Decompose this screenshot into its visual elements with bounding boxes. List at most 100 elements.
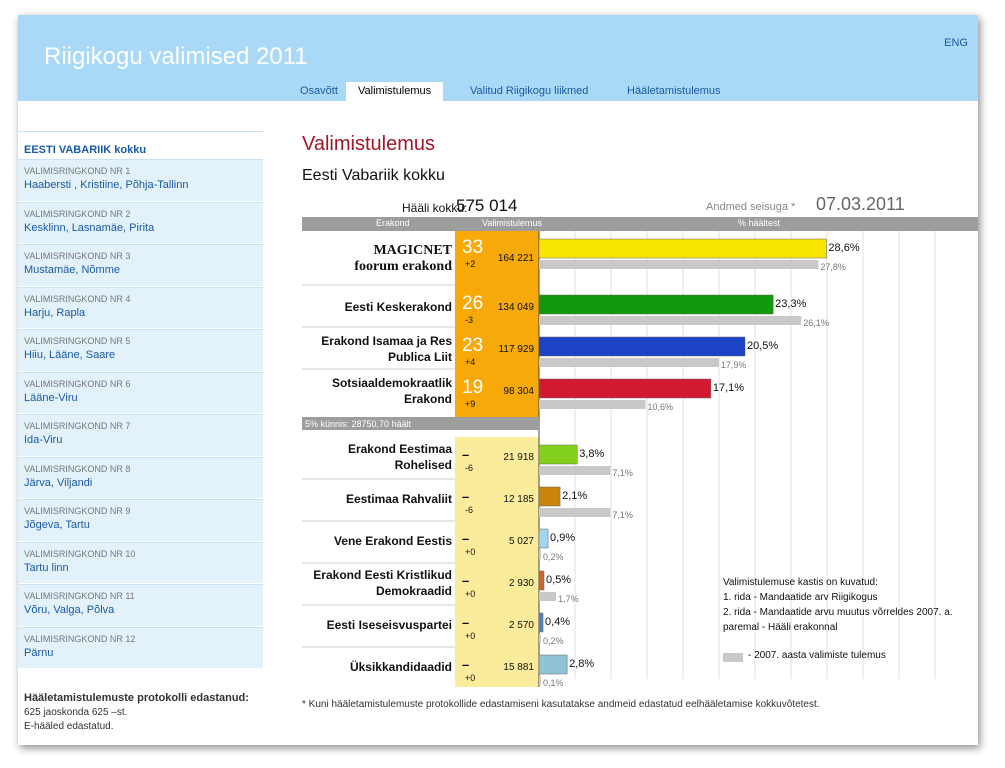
page-title: Valimistulemus xyxy=(302,133,435,155)
bar-value-2007: 0,1% xyxy=(543,678,564,688)
party-seat-change: +0 xyxy=(465,673,475,683)
bar-2007 xyxy=(539,358,719,367)
legend-line-1: Valimistulemuse kastis on kuvatud: xyxy=(723,577,878,588)
sidebar-item-district-4[interactable]: VALIMISRINGKOND NR 4 Harju, Rapla xyxy=(18,286,263,328)
bar-2007 xyxy=(539,634,542,643)
party-votes: 15 881 xyxy=(503,662,534,673)
column-header-pct: % häältest xyxy=(738,218,781,228)
bar-value-2011: 0,9% xyxy=(550,532,575,544)
party-name-line: MAGICNET xyxy=(373,243,452,258)
bar-2007 xyxy=(539,316,802,325)
sidebar-item-district-11[interactable]: VALIMISRINGKOND NR 11 Võru, Valga, Põlva xyxy=(18,584,263,626)
sidebar-item-total[interactable]: EESTI VABARIIK kokku xyxy=(18,131,263,158)
footnote: * Kuni hääletamistulemuste protokollide … xyxy=(302,699,820,710)
sidebar-item-label: Pärnu xyxy=(24,646,54,659)
sidebar-item-label: Kesklinn, Lasnamäe, Pirita xyxy=(24,221,155,234)
bar-value-2007: 27,8% xyxy=(820,262,846,272)
party-seats: – xyxy=(462,573,469,588)
bar-value-2011: 2,1% xyxy=(562,490,587,502)
party-seats: 23 xyxy=(462,335,483,356)
bar-2007 xyxy=(539,676,541,685)
party-votes: 2 930 xyxy=(509,578,534,589)
sidebar-item-label: Hiiu, Lääne, Saare xyxy=(24,349,116,361)
sidebar-item-number: VALIMISRINGKOND NR 8 xyxy=(24,463,131,474)
protocol-status-evotes: E-hääled edastatud. xyxy=(24,721,114,732)
party-seat-change: -6 xyxy=(465,463,473,473)
site-title: Riigikogu valimised 2011 xyxy=(44,43,308,70)
bar-2011 xyxy=(538,336,746,357)
sidebar-item-label: Jõgeva, Tartu xyxy=(24,519,90,531)
sidebar-item-district-12[interactable]: VALIMISRINGKOND NR 12 Pärnu xyxy=(18,626,263,668)
sidebar-item-number: VALIMISRINGKOND NR 4 xyxy=(24,293,131,304)
party-votes: 98 304 xyxy=(503,386,534,397)
result-column-other xyxy=(455,437,539,687)
bar-2011 xyxy=(538,570,545,591)
result-column-elected xyxy=(455,231,539,417)
sidebar-item-label: Harju, Rapla xyxy=(24,306,86,319)
sidebar-item-number: VALIMISRINGKOND NR 3 xyxy=(24,251,131,261)
sidebar-item-district-3[interactable]: VALIMISRINGKOND NR 3 Mustamäe, Nõmme xyxy=(18,244,263,286)
sidebar-item-district-7[interactable]: VALIMISRINGKOND NR 7 Ida-Viru xyxy=(18,414,263,456)
sidebar-item-district-5[interactable]: VALIMISRINGKOND NR 5 Hiiu, Lääne, Saare xyxy=(18,329,263,371)
sidebar-item-district-1[interactable]: VALIMISRINGKOND NR 1 Haabersti , Kristiin… xyxy=(18,159,263,201)
sidebar-item-district-2[interactable]: VALIMISRINGKOND NR 2 Kesklinn, Lasnamäe, … xyxy=(18,201,263,243)
tab-osavott[interactable]: Osavõtt xyxy=(300,85,338,97)
sidebar-item-district-9[interactable]: VALIMISRINGKOND NR 9 Jõgeva, Tartu xyxy=(18,499,263,541)
sidebar-item-number: VALIMISRINGKOND NR 7 xyxy=(24,421,131,431)
sidebar-item-label: Võru, Valga, Põlva xyxy=(24,604,115,616)
bar-2011 xyxy=(538,444,578,465)
tab-haaletamistulemus[interactable]: Hääletamistulemus xyxy=(627,85,721,97)
party-seat-change: +9 xyxy=(465,399,475,409)
sidebar-item-number: VALIMISRINGKOND NR 9 xyxy=(24,506,131,516)
bar-value-2011: 0,5% xyxy=(546,574,571,586)
bar-2007 xyxy=(539,550,542,559)
bar-2007 xyxy=(539,466,611,475)
tab-valitud-liikmed[interactable]: Valitud Riigikogu liikmed xyxy=(470,85,589,97)
column-header-result: Valimistulemus xyxy=(482,218,542,228)
bar-2011 xyxy=(538,528,549,549)
bar-2011 xyxy=(538,294,774,315)
party-name-line: Demokraadid xyxy=(376,584,452,598)
bar-value-2007: 17,9% xyxy=(721,360,747,370)
bar-2011 xyxy=(538,238,827,259)
protocol-status-count: 625 jaoskonda 625 –st. xyxy=(24,707,128,718)
language-link-eng[interactable]: ENG xyxy=(944,37,968,49)
party-name-line: Vene Erakond Eestis xyxy=(334,534,452,548)
bar-value-2007: 26,1% xyxy=(803,318,829,328)
party-seat-change: +2 xyxy=(465,259,475,269)
sidebar-item-district-10[interactable]: VALIMISRINGKOND NR 10 Tartu linn xyxy=(18,541,263,583)
sidebar-item-number: VALIMISRINGKOND NR 10 xyxy=(24,548,136,559)
sidebar-item-district-6[interactable]: VALIMISRINGKOND NR 6 Lääne-Viru xyxy=(18,371,263,413)
party-name-line: Erakond Eesti Kristlikud xyxy=(313,568,452,582)
sidebar-item-label: Järva, Viljandi xyxy=(24,476,93,489)
sidebar-item-number: VALIMISRINGKOND NR 1 xyxy=(24,166,131,176)
results-column-header: Erakond Valimistulemus % häältest xyxy=(302,217,978,231)
party-seats: 19 xyxy=(462,377,483,398)
party-seats: – xyxy=(462,489,469,504)
party-name-line: Rohelised xyxy=(395,458,452,472)
protocol-status-title: Hääletamistulemuste protokolli edastanud… xyxy=(24,692,249,704)
browser-page: Riigikogu valimised 2011 ENG Osavõtt Val… xyxy=(18,15,978,745)
party-name-line: Üksikkandidaadid xyxy=(350,659,452,674)
party-votes: 21 918 xyxy=(503,452,534,463)
bar-value-2007: 7,1% xyxy=(612,510,633,520)
tab-valimistulemus[interactable]: Valimistulemus xyxy=(346,82,444,101)
sidebar-item-district-8[interactable]: VALIMISRINGKOND NR 8 Järva, Viljandi xyxy=(18,456,263,498)
bar-2011 xyxy=(538,654,568,675)
bar-value-2011: 23,3% xyxy=(775,298,806,310)
party-name-line: Sotsiaaldemokraatlik xyxy=(332,376,452,390)
party-seats: – xyxy=(462,531,469,546)
party-name-line: Eestimaa Rahvaliit xyxy=(346,492,452,506)
party-votes: 134 049 xyxy=(498,302,535,313)
party-votes: 2 570 xyxy=(509,620,534,631)
bar-2011 xyxy=(538,486,561,507)
party-seat-change: +0 xyxy=(465,631,475,641)
party-name-line: Eesti Iseseisvuspartei xyxy=(327,618,452,632)
party-seat-change: +4 xyxy=(465,357,475,367)
results-chart: 5% künnis: 28750,70 häält MAGICNETfoorum … xyxy=(302,231,936,688)
data-asof-label: Andmed seisuga * xyxy=(706,201,796,213)
column-header-party: Erakond xyxy=(376,218,410,228)
legend-label-2007: - 2007. aasta valimiste tulemus xyxy=(748,650,886,661)
sidebar-item-label: Lääne-Viru xyxy=(24,391,78,404)
bar-value-2011: 0,4% xyxy=(545,616,570,628)
